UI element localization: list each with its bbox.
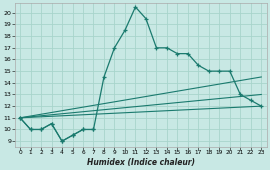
X-axis label: Humidex (Indice chaleur): Humidex (Indice chaleur)	[87, 158, 195, 167]
